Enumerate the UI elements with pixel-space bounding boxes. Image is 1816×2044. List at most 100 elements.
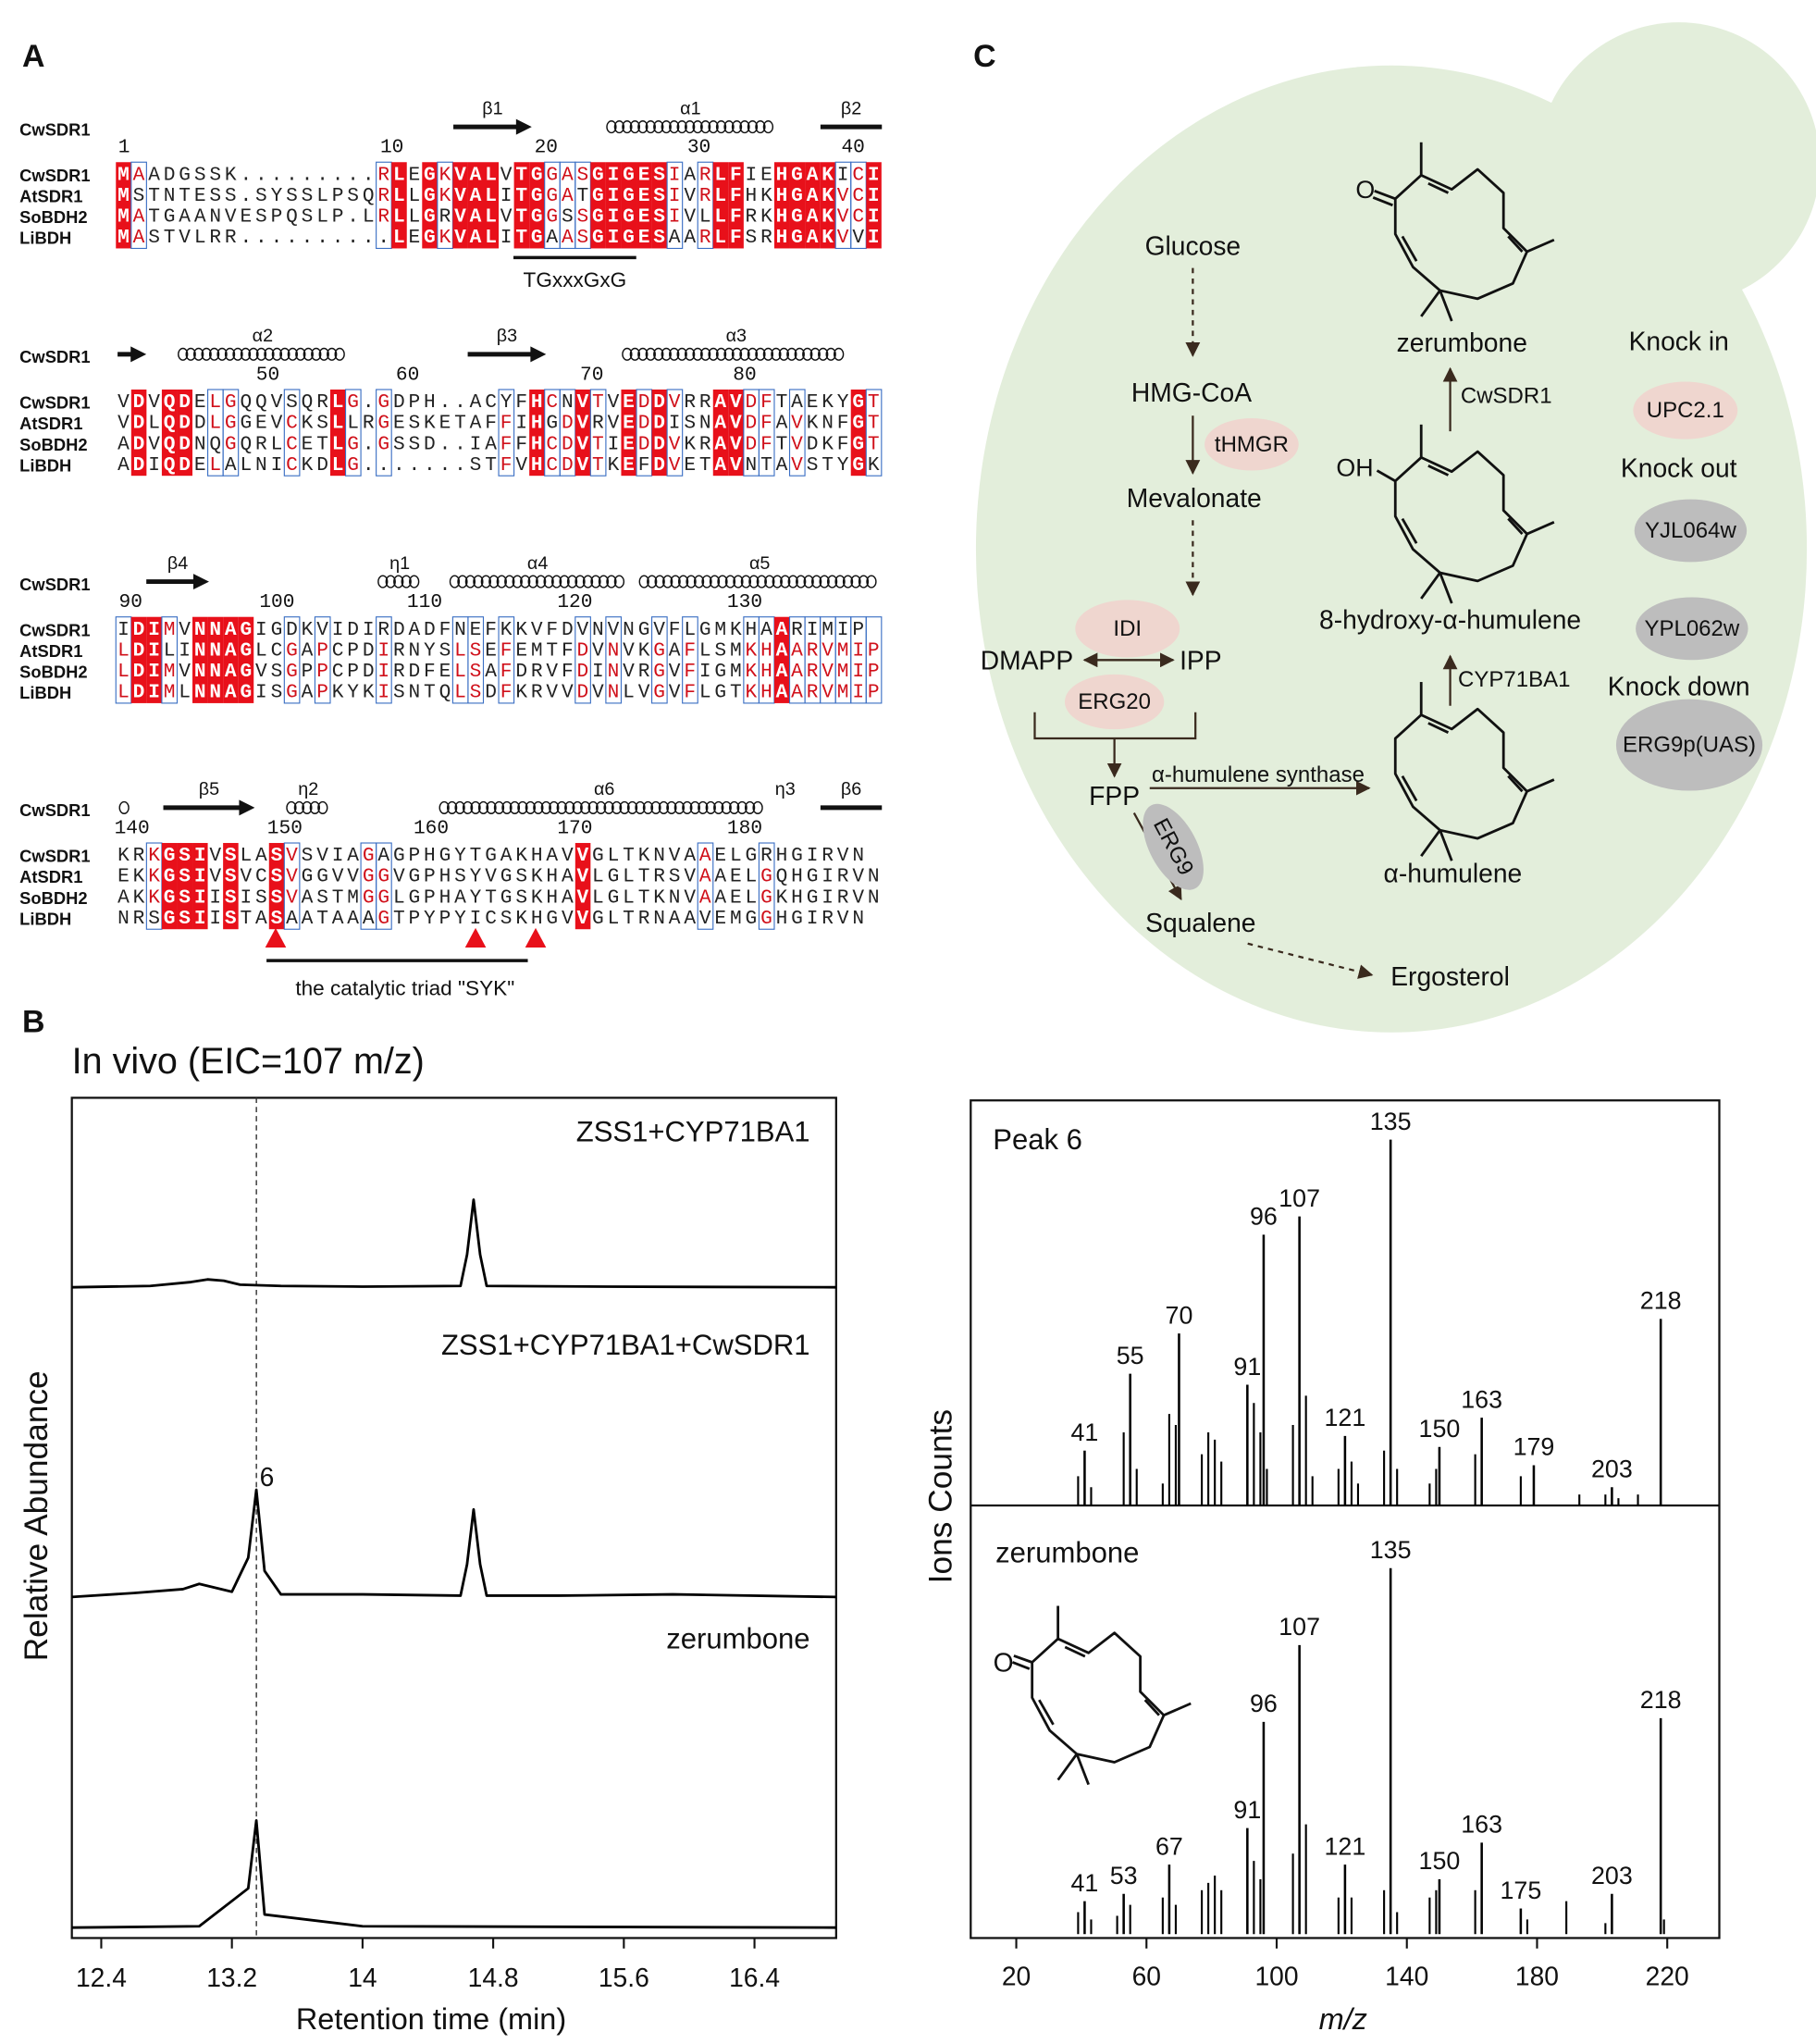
strand-head (530, 346, 547, 363)
sequence: LDILINNAGLCGAPCPDIRNYSLSEFEMTFDVNVKGAFLS… (117, 639, 883, 662)
conserved-column (529, 162, 545, 249)
arrow (1247, 942, 1374, 979)
sequence: NRSGSIISTASAATAAAGTPYPYICSKHGVVGLTRNAAVE… (117, 908, 868, 930)
engineering-header: Knock in (1629, 327, 1729, 356)
sequence: IDIMVNNAGIGDKVIDIRDADFNEFKKVFDVNVNGVFLGM… (117, 619, 868, 641)
x-tick-label: 180 (1515, 1961, 1559, 1990)
bond (1372, 196, 1393, 207)
peak-label: 41 (1071, 1869, 1099, 1897)
similar-column (130, 161, 147, 250)
cell-body (975, 65, 1808, 1033)
conserved-column (621, 389, 637, 477)
peak-label: 96 (1250, 1203, 1278, 1231)
sequence-name: AtSDR1 (19, 414, 82, 433)
similar-column (589, 389, 607, 477)
conserved-column (223, 843, 239, 930)
enzyme-label: ERG20 (1078, 689, 1151, 714)
residue-number: 20 (535, 137, 558, 159)
gene-label: UPC2.1 (1647, 398, 1724, 423)
conserved-column (773, 616, 790, 703)
gene-label: ERG9p(UAS) (1623, 733, 1756, 758)
y-axis-label: Ions Counts (922, 1409, 958, 1583)
residue-number: 160 (414, 817, 449, 839)
structure-label: η2 (298, 779, 318, 799)
peak-label: 179 (1513, 1433, 1555, 1461)
sequence-name: SoBDH2 (19, 207, 87, 227)
triad-marker (464, 927, 487, 948)
residue-number: 100 (259, 591, 294, 613)
structure-label: η1 (389, 553, 410, 574)
pathway-node: Ergosterol (1390, 961, 1510, 991)
engineering-header: Knock down (1608, 672, 1750, 701)
x-tick-label: 16.4 (729, 1963, 780, 1992)
conserved-column (483, 162, 500, 249)
similar-column (666, 389, 684, 477)
similar-column (865, 616, 883, 704)
structure-row-label: CwSDR1 (19, 575, 90, 594)
conserved-column (161, 389, 178, 477)
structure-label: α6 (594, 779, 614, 799)
pathway-node: Mevalonate (1127, 483, 1262, 513)
conserved-column (452, 162, 468, 249)
similar-column (314, 616, 331, 704)
sequence: ADIQDELALNICKDLG.......STFVHCDVTKEFDVETA… (117, 454, 883, 477)
similar-column (758, 389, 775, 477)
x-tick-label: 12.4 (76, 1963, 127, 1992)
conserved-column (621, 162, 637, 249)
peak-label: 150 (1419, 1847, 1461, 1875)
similar-column (758, 842, 775, 930)
structure-label: β1 (482, 98, 502, 118)
conserved-column (329, 389, 346, 477)
conserved-column (116, 162, 131, 249)
conserved-column (773, 162, 790, 249)
conserved-column (712, 162, 729, 249)
residue-number: 90 (119, 591, 142, 613)
pathway-node: α-humulene (1384, 859, 1523, 888)
sequence: MASTVLRR..........LEGKVALITGAASGIGESAARL… (117, 227, 883, 249)
zerumbone-structure (1031, 1604, 1192, 1787)
x-tick-label: 20 (1002, 1961, 1031, 1990)
enzyme-label: IDI (1113, 616, 1142, 641)
residue-number: 130 (727, 591, 762, 613)
sequence-name: LiBDH (19, 909, 71, 928)
x-tick-label: 13.2 (206, 1963, 257, 1992)
conserved-column (177, 389, 193, 477)
enzyme-badge (1204, 418, 1299, 471)
peak-label: 55 (1117, 1342, 1144, 1369)
structure-label: β4 (167, 553, 188, 574)
similar-column (574, 161, 591, 250)
helix (439, 800, 763, 814)
structure-label: β5 (199, 779, 219, 799)
residue-number: 150 (267, 817, 303, 839)
similar-column (788, 389, 806, 477)
trace-label: ZSS1+CYP71BA1 (576, 1116, 810, 1148)
structure-label: β3 (497, 326, 517, 346)
trace-label: ZSS1+CYP71BA1+CwSDR1 (441, 1329, 810, 1361)
sequence-name: LiBDH (19, 229, 71, 248)
conserved-column (850, 389, 867, 477)
x-tick-label: 60 (1132, 1961, 1161, 1990)
sequence-name: CwSDR1 (19, 620, 90, 639)
x-tick-label: 14 (348, 1963, 377, 1992)
enzyme-badge (1075, 600, 1180, 658)
strand-head (239, 799, 255, 816)
conserved-column (651, 162, 668, 249)
similar-column (697, 161, 714, 250)
panel-label: A (22, 39, 44, 74)
sequence-name: AtSDR1 (19, 186, 82, 205)
structure-label: α1 (680, 98, 700, 118)
peak-label: 67 (1155, 1832, 1183, 1860)
residue-number: 30 (687, 137, 710, 159)
helix (449, 575, 625, 588)
residue-number: 40 (841, 137, 864, 159)
bond (1011, 1661, 1031, 1670)
conserved-column (513, 162, 530, 249)
similar-column (666, 161, 684, 250)
bond (1376, 469, 1396, 483)
sequence-name: CwSDR1 (19, 847, 90, 866)
content: A B C TGxxxGxG the catalytic triad "SYK" (19, 22, 1816, 2036)
residue-number: 110 (407, 591, 442, 613)
reaction-label: α-humulene synthase (1152, 762, 1365, 787)
peak-label: 135 (1370, 1536, 1412, 1564)
structure-label: β2 (841, 98, 861, 118)
